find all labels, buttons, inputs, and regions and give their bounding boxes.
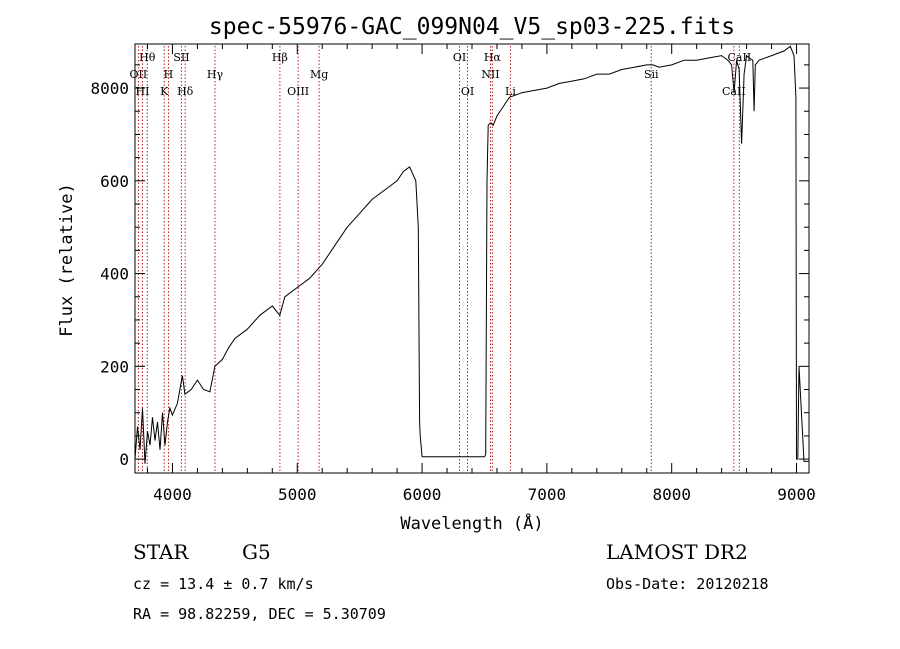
spectral-line-label: Hβ xyxy=(272,51,288,64)
spectral-line-label: OI xyxy=(461,85,474,98)
y-tick-label: 8000 xyxy=(90,79,129,98)
plot-frame xyxy=(134,43,810,474)
spectral-line-label: H xyxy=(164,68,174,81)
spectral-line-label: Hδ xyxy=(177,85,194,98)
x-axis-label: Wavelength (Å) xyxy=(400,512,543,534)
y-axis-label: Flux (relative) xyxy=(57,183,77,337)
y-tick-label: 400 xyxy=(100,265,129,284)
x-tick-label: 5000 xyxy=(278,485,317,504)
spectral-line-label: Hθ xyxy=(139,51,156,64)
spectral-line-label: K xyxy=(160,85,169,98)
spectral-line-label: OII xyxy=(130,68,148,81)
y-tick-label: 0 xyxy=(119,450,129,469)
chart-title: spec-55976-GAC_099N04_V5_sp03-225.fits xyxy=(209,14,735,40)
x-tick-label: 6000 xyxy=(403,485,442,504)
spectral-line-label: Sii xyxy=(644,68,659,81)
survey-name: LAMOST DR2 xyxy=(606,540,748,564)
spectral-line-label: Li xyxy=(505,85,516,98)
y-tick-label: 600 xyxy=(100,172,129,191)
coordinates-readout: RA = 98.82259, DEC = 5.30709 xyxy=(133,605,386,623)
x-tick-label: 7000 xyxy=(528,485,567,504)
spectral-line-label: OI xyxy=(453,51,466,64)
spectral-line-label: HI xyxy=(136,85,150,98)
spectrum-series-line xyxy=(134,45,809,464)
spectral-line-label: Mg xyxy=(310,68,328,81)
spectral-line-label: SII xyxy=(173,51,189,64)
object-class: STAR xyxy=(133,540,189,564)
redshift-readout: cz = 13.4 ± 0.7 km/s xyxy=(133,575,314,593)
axis-ticks: 4000 5000 6000 7000 8000 9000 0 200 400 600 8000 xyxy=(90,44,816,504)
observation-date: Obs-Date: 20120218 xyxy=(606,575,769,593)
x-tick-label: 4000 xyxy=(153,485,192,504)
object-subclass: G5 xyxy=(242,540,271,564)
x-tick-label: 9000 xyxy=(777,485,816,504)
spectral-line-label: CaII xyxy=(728,51,752,64)
x-tick-label: 8000 xyxy=(652,485,691,504)
spectral-line-label: OIII xyxy=(287,85,309,98)
spectral-line-label: Hγ xyxy=(207,68,224,81)
spectral-line-label: Hα xyxy=(484,51,502,64)
y-tick-label: 200 xyxy=(100,357,129,376)
spectral-line-label: NII xyxy=(481,68,499,81)
